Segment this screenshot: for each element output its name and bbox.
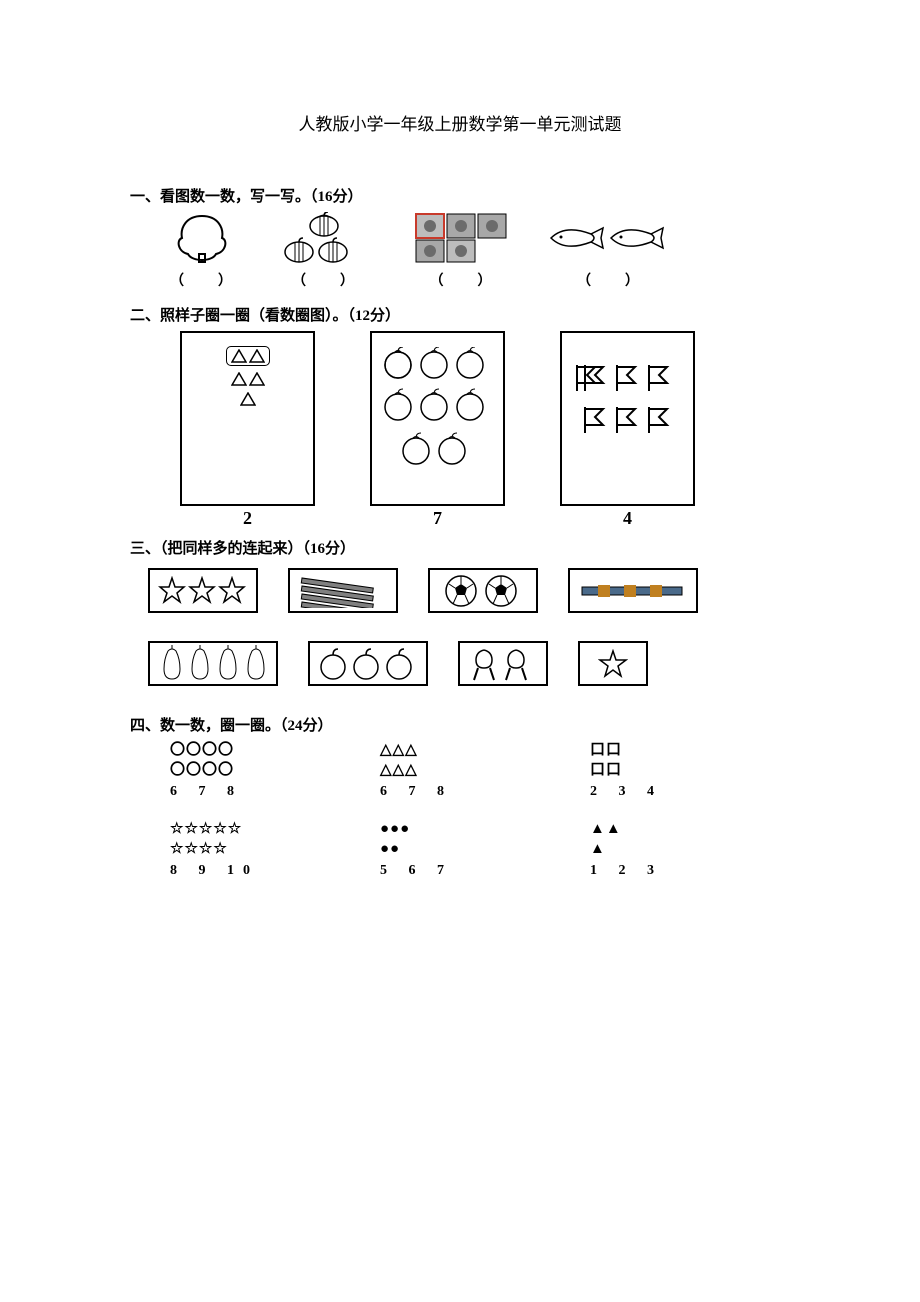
answer-blank[interactable]: （ ） bbox=[430, 270, 494, 290]
q4-cell: ●●● ●● 5 6 7 bbox=[380, 820, 510, 879]
q2-row: 2 7 bbox=[130, 331, 790, 529]
worksheet-page: 人教版小学一年级上册数学第一单元测试题 一、看图数一数，写一写。（16分） （ … bbox=[0, 0, 920, 945]
apples-icon bbox=[383, 347, 493, 494]
page-title: 人教版小学一年级上册数学第一单元测试题 bbox=[130, 110, 790, 135]
q3-row1 bbox=[130, 568, 790, 613]
circled-example bbox=[226, 346, 270, 366]
q4-cell: ▲▲ ▲ 1 2 3 bbox=[590, 820, 720, 879]
answer-blank[interactable]: （ ） bbox=[170, 270, 234, 290]
q2-heading: 二、照样子圈一圈（看数圈图）。（12分） bbox=[130, 304, 790, 325]
q2-label: 2 bbox=[243, 508, 252, 529]
q4-cell: 〇〇〇〇 〇〇〇〇 6 7 8 bbox=[170, 741, 300, 800]
q3-stars bbox=[148, 568, 258, 613]
q1-heading: 一、看图数一数，写一写。（16分） bbox=[130, 185, 790, 206]
q1-pumpkins: （ ） bbox=[274, 212, 374, 290]
q4-cell: △△△ △△△ 6 7 8 bbox=[380, 741, 510, 800]
q2-box-flags bbox=[560, 331, 695, 506]
q3-pencils bbox=[288, 568, 398, 613]
q2-label: 7 bbox=[433, 508, 442, 529]
q1-flowers: （ ） bbox=[414, 212, 509, 290]
answer-blank[interactable]: （ ） bbox=[292, 270, 356, 290]
fish-icon bbox=[549, 218, 669, 258]
q4-cell: ☆☆☆☆☆ ☆☆☆☆ 8 9 10 bbox=[170, 820, 300, 879]
answer-blank[interactable]: （ ） bbox=[577, 270, 641, 290]
q3-crayon bbox=[568, 568, 698, 613]
q4-grid: 〇〇〇〇 〇〇〇〇 6 7 8 △△△ △△△ 6 7 8 口口 口口 2 3 … bbox=[130, 741, 790, 879]
flags-icon bbox=[573, 363, 683, 463]
q2-box-apples bbox=[370, 331, 505, 506]
tree-icon bbox=[174, 212, 230, 264]
q3-star bbox=[578, 641, 648, 686]
q3-pears bbox=[148, 641, 278, 686]
q3-flowers bbox=[458, 641, 548, 686]
q3-apples2 bbox=[308, 641, 428, 686]
q2-box-triangles bbox=[180, 331, 315, 506]
q1-row: （ ） bbox=[130, 212, 790, 290]
q1-tree: （ ） bbox=[170, 212, 234, 290]
q3-balls bbox=[428, 568, 538, 613]
q1-fish: （ ） bbox=[549, 212, 669, 290]
pumpkins-icon bbox=[274, 212, 374, 264]
q3-row2 bbox=[130, 641, 790, 686]
q3-heading: 三、（把同样多的连起来）（16分） bbox=[130, 537, 790, 558]
q2-label: 4 bbox=[623, 508, 632, 529]
q4-heading: 四、数一数，圈一圈。（24分） bbox=[130, 714, 790, 735]
flower-tiles-icon bbox=[414, 212, 509, 264]
q4-cell: 口口 口口 2 3 4 bbox=[590, 741, 720, 800]
